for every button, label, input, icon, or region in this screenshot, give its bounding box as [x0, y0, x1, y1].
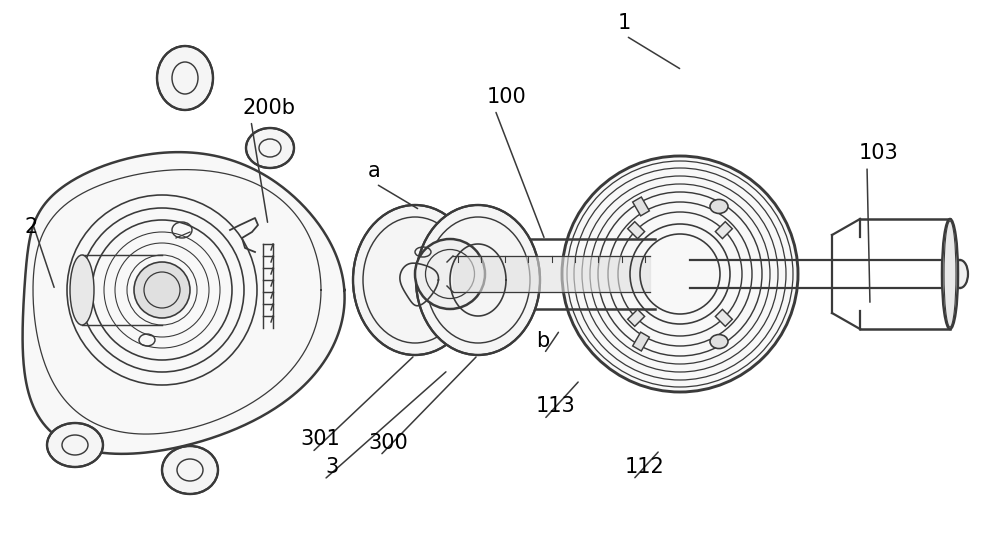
Ellipse shape: [47, 423, 103, 467]
Text: b: b: [536, 331, 549, 351]
Ellipse shape: [710, 199, 728, 214]
Text: 113: 113: [536, 397, 576, 416]
Ellipse shape: [246, 128, 294, 168]
Text: 300: 300: [368, 433, 408, 453]
Text: 301: 301: [300, 430, 340, 449]
Text: 103: 103: [859, 144, 899, 163]
Bar: [628, 310, 645, 326]
Bar: [633, 332, 649, 351]
Text: 1: 1: [618, 13, 631, 33]
Bar: [715, 222, 732, 238]
Text: 200b: 200b: [243, 98, 296, 118]
Bar: [715, 310, 732, 326]
Ellipse shape: [162, 446, 218, 494]
Ellipse shape: [134, 262, 190, 318]
Text: a: a: [368, 161, 381, 181]
Bar: [628, 222, 645, 238]
Bar: [633, 197, 649, 216]
Ellipse shape: [70, 255, 94, 325]
Ellipse shape: [952, 260, 968, 288]
Ellipse shape: [415, 239, 485, 309]
Ellipse shape: [353, 205, 477, 355]
Ellipse shape: [562, 156, 798, 392]
Text: 112: 112: [625, 457, 665, 477]
Ellipse shape: [416, 205, 540, 355]
Text: 2: 2: [25, 218, 38, 237]
Ellipse shape: [157, 46, 213, 110]
Text: 3: 3: [325, 457, 339, 477]
Ellipse shape: [710, 334, 728, 349]
Polygon shape: [23, 152, 345, 454]
Text: 100: 100: [487, 87, 527, 107]
Ellipse shape: [942, 219, 958, 329]
